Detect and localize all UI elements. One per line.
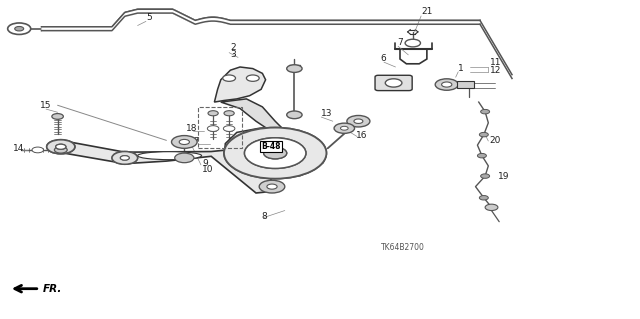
Circle shape (264, 147, 287, 159)
Circle shape (340, 126, 348, 130)
Circle shape (56, 144, 66, 149)
Circle shape (172, 136, 197, 148)
Circle shape (435, 79, 458, 90)
Circle shape (259, 180, 285, 193)
Circle shape (15, 26, 24, 31)
Circle shape (481, 174, 490, 178)
Circle shape (479, 132, 488, 137)
Text: 7: 7 (397, 38, 403, 47)
Text: 16: 16 (356, 131, 367, 140)
Ellipse shape (138, 152, 202, 160)
Circle shape (223, 75, 236, 81)
Text: 17: 17 (189, 137, 200, 146)
Circle shape (120, 156, 129, 160)
Circle shape (224, 128, 326, 179)
Text: 9: 9 (202, 159, 208, 168)
Circle shape (224, 111, 234, 116)
Circle shape (175, 153, 194, 163)
Text: 14: 14 (13, 144, 24, 152)
Circle shape (479, 196, 488, 200)
Text: 21: 21 (421, 7, 433, 16)
Circle shape (208, 111, 218, 116)
Circle shape (334, 123, 355, 133)
Circle shape (405, 39, 420, 47)
Text: 12: 12 (490, 66, 501, 75)
Text: 18: 18 (186, 124, 197, 133)
Text: 15: 15 (40, 101, 51, 110)
Text: 8: 8 (261, 212, 267, 221)
Circle shape (120, 156, 129, 160)
Text: 20: 20 (490, 136, 501, 145)
Circle shape (267, 184, 277, 189)
Circle shape (52, 114, 63, 119)
Text: TK64B2700: TK64B2700 (381, 243, 426, 252)
Text: 19: 19 (498, 172, 509, 181)
Circle shape (244, 138, 306, 168)
Circle shape (32, 147, 44, 153)
Text: B-48: B-48 (261, 142, 280, 151)
Bar (198, 107, 242, 148)
Circle shape (354, 119, 363, 123)
Circle shape (223, 126, 235, 131)
Text: 4: 4 (159, 152, 164, 161)
Text: 10: 10 (202, 165, 214, 174)
Circle shape (54, 147, 67, 153)
Text: FR.: FR. (43, 284, 62, 294)
Circle shape (347, 115, 370, 127)
Circle shape (47, 140, 75, 154)
Text: 13: 13 (321, 109, 333, 118)
Circle shape (56, 144, 66, 149)
FancyBboxPatch shape (375, 75, 412, 91)
Circle shape (8, 23, 31, 34)
Text: 2: 2 (230, 43, 236, 52)
Text: 3: 3 (230, 50, 236, 59)
Circle shape (442, 82, 452, 87)
Circle shape (112, 152, 138, 164)
Polygon shape (214, 67, 266, 102)
Circle shape (112, 152, 138, 164)
Circle shape (224, 128, 326, 179)
Circle shape (477, 153, 486, 158)
Circle shape (385, 79, 402, 87)
Circle shape (264, 147, 287, 159)
Polygon shape (221, 99, 326, 179)
Text: 5: 5 (146, 13, 152, 22)
Text: 6: 6 (380, 54, 386, 63)
Circle shape (287, 65, 302, 72)
Polygon shape (457, 81, 474, 88)
Circle shape (47, 140, 75, 154)
Circle shape (179, 139, 189, 145)
Text: 1: 1 (458, 64, 464, 73)
Circle shape (287, 111, 302, 119)
Text: 11: 11 (490, 58, 501, 67)
Circle shape (246, 75, 259, 81)
Circle shape (244, 138, 306, 168)
Circle shape (207, 126, 219, 131)
Polygon shape (61, 140, 272, 193)
Circle shape (481, 109, 490, 114)
Circle shape (485, 204, 498, 211)
